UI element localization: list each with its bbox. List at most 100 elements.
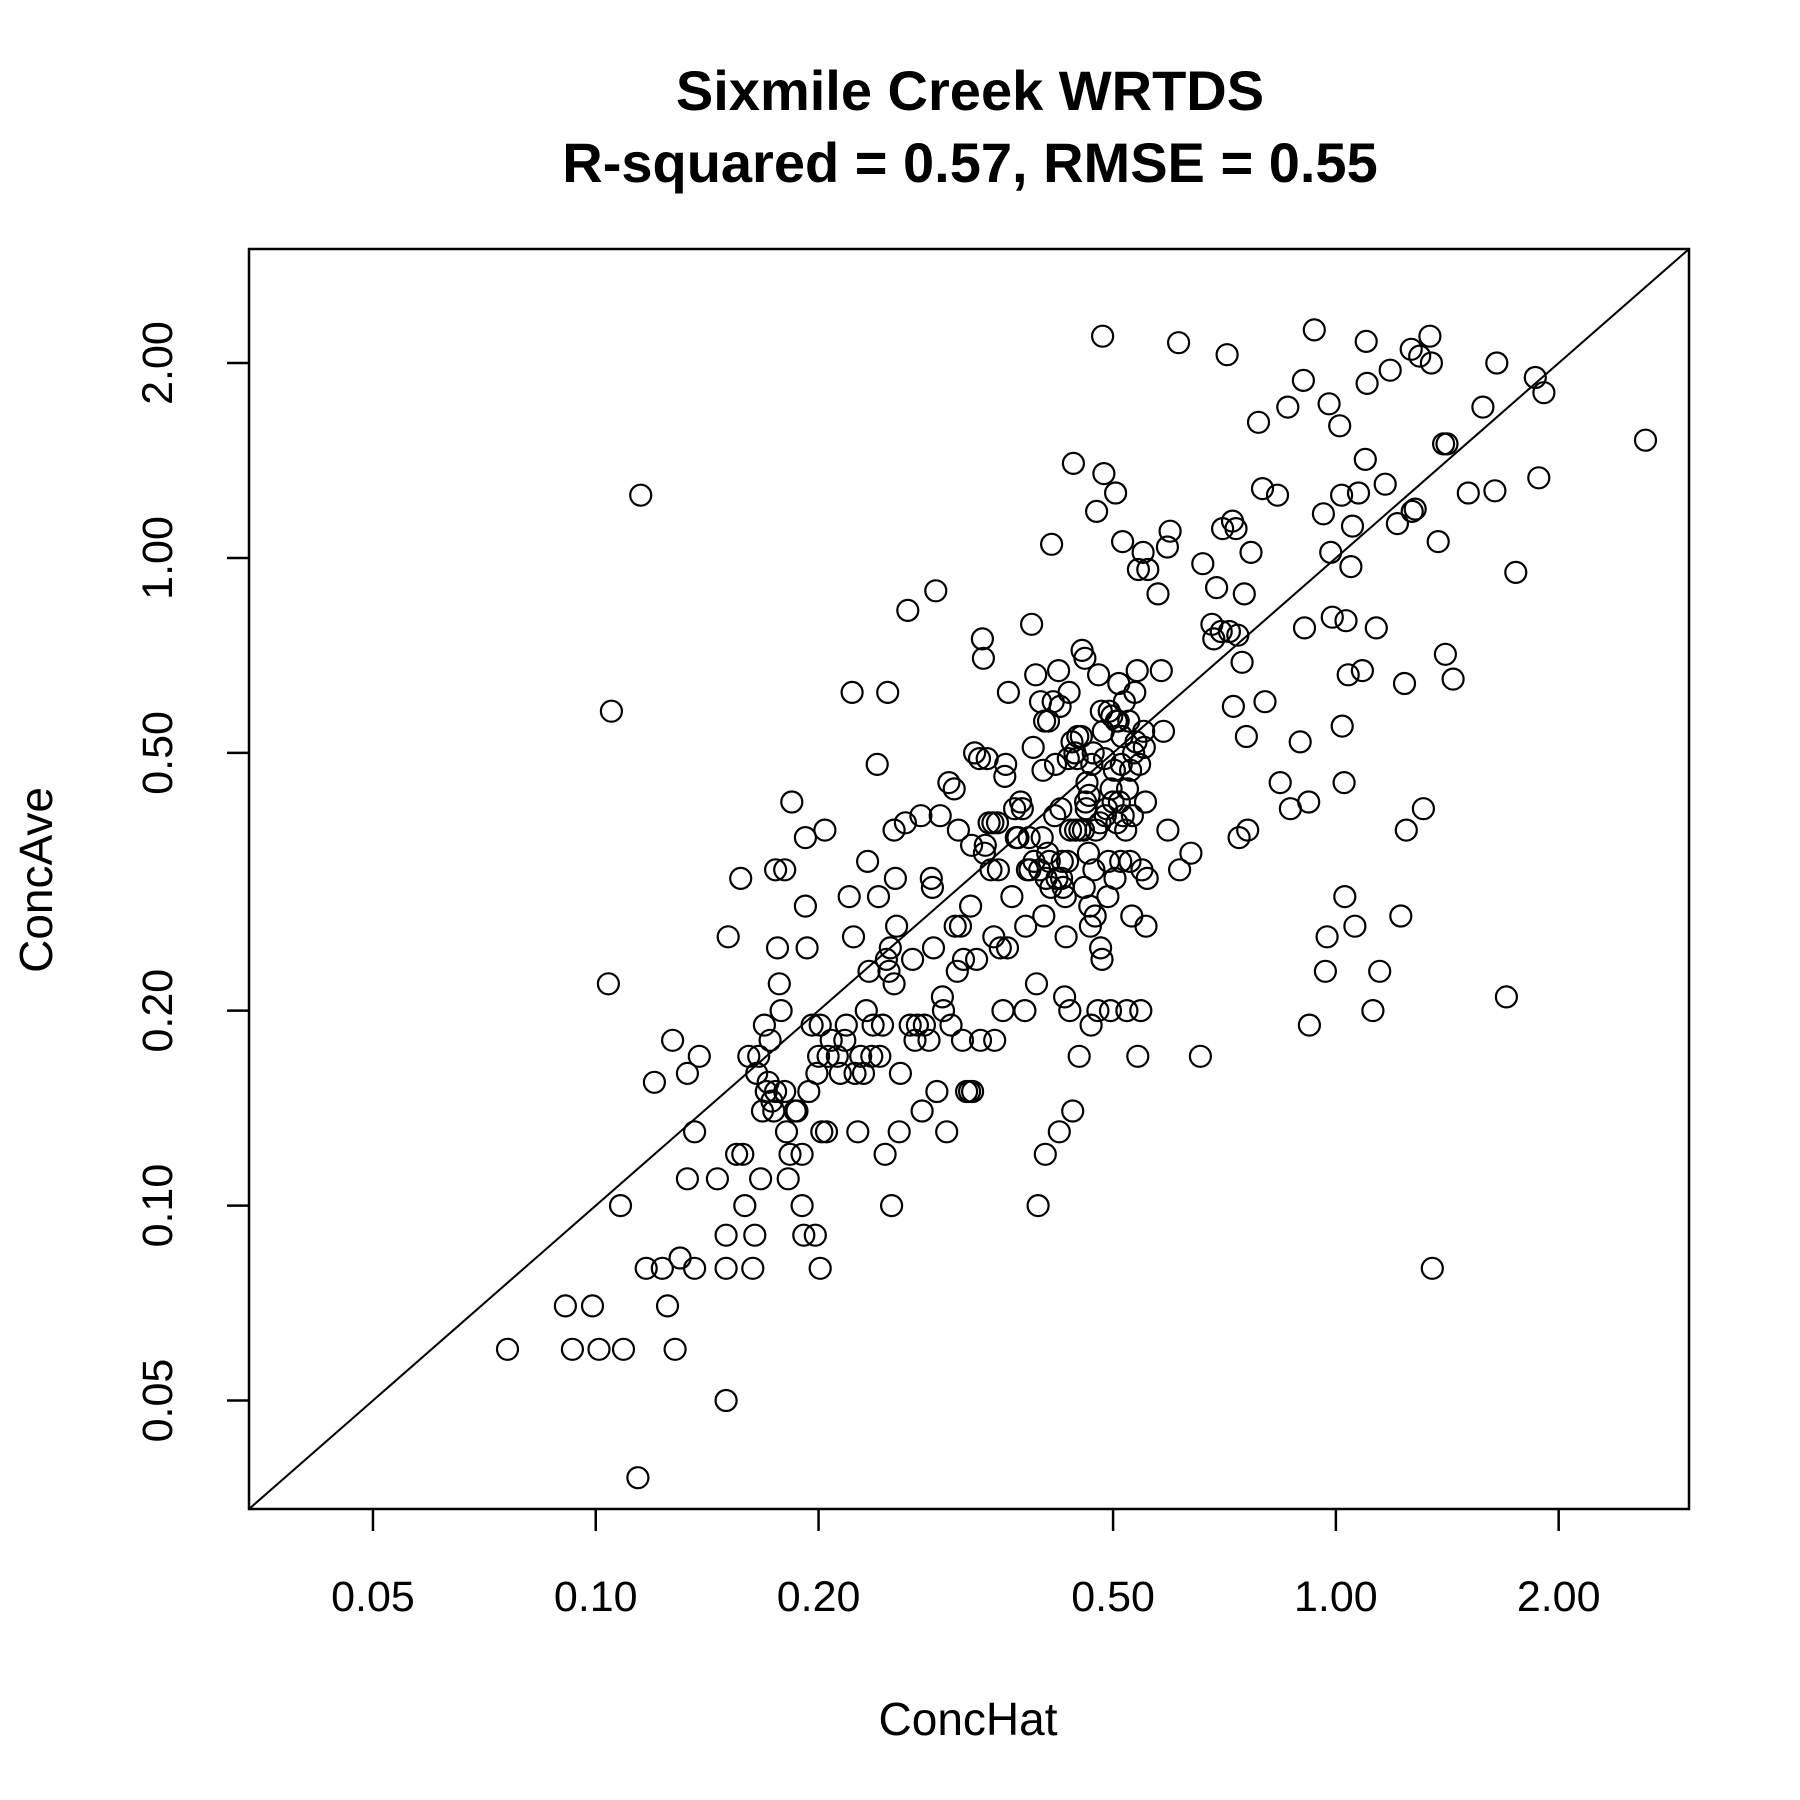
data-point bbox=[1167, 858, 1192, 882]
data-point bbox=[993, 764, 1017, 789]
data-point bbox=[1149, 658, 1173, 683]
data-point bbox=[841, 925, 866, 949]
data-point bbox=[1403, 497, 1427, 521]
data-point bbox=[882, 818, 906, 842]
data-point bbox=[642, 1070, 667, 1094]
data-point bbox=[1354, 329, 1378, 353]
data-point bbox=[837, 884, 861, 909]
data-point bbox=[971, 646, 996, 670]
data-point bbox=[1250, 477, 1275, 501]
data-point bbox=[714, 1223, 738, 1247]
data-point bbox=[1378, 358, 1402, 382]
data-point bbox=[946, 818, 971, 842]
data-point bbox=[967, 746, 992, 771]
y-tick-label: 2.00 bbox=[134, 321, 182, 405]
data-point bbox=[724, 1142, 749, 1166]
data-point bbox=[1061, 451, 1086, 475]
data-point bbox=[1441, 667, 1465, 691]
data-point bbox=[1043, 752, 1068, 777]
data-point bbox=[994, 752, 1018, 777]
data-point bbox=[1077, 783, 1101, 808]
data-point bbox=[1394, 818, 1418, 842]
data-point bbox=[959, 833, 984, 857]
data-point bbox=[1408, 344, 1432, 368]
data-point bbox=[1098, 998, 1123, 1023]
data-point bbox=[1265, 483, 1290, 507]
data-point bbox=[1083, 904, 1107, 928]
data-point bbox=[1102, 758, 1127, 782]
data-point bbox=[748, 1167, 773, 1191]
data-point bbox=[866, 884, 891, 909]
data-point bbox=[877, 959, 901, 983]
y-tick-label: 0.50 bbox=[134, 711, 182, 795]
data-point bbox=[1088, 811, 1112, 835]
data-point bbox=[741, 1256, 765, 1280]
data-point bbox=[1320, 605, 1344, 629]
data-point bbox=[1033, 1142, 1057, 1166]
data-point bbox=[1135, 866, 1159, 891]
data-point bbox=[1081, 741, 1105, 765]
data-point bbox=[900, 947, 925, 972]
data-point bbox=[985, 811, 1010, 835]
data-point bbox=[1110, 724, 1134, 749]
data-point bbox=[1456, 481, 1480, 505]
data-point bbox=[1253, 690, 1277, 714]
x-tick-label: 2.00 bbox=[1517, 1573, 1601, 1621]
chart-title: Sixmile Creek WRTDS bbox=[676, 59, 1264, 122]
data-point bbox=[495, 1337, 520, 1361]
data-point bbox=[1000, 884, 1024, 909]
data-point bbox=[716, 925, 740, 949]
data-point bbox=[599, 699, 624, 723]
data-point bbox=[1036, 841, 1060, 865]
data-point bbox=[805, 1061, 829, 1086]
data-point bbox=[1313, 959, 1338, 983]
data-point bbox=[834, 1013, 858, 1037]
data-point bbox=[973, 833, 997, 857]
data-point bbox=[1061, 1099, 1085, 1123]
data-point bbox=[1329, 483, 1354, 507]
data-point bbox=[795, 936, 819, 960]
data-point bbox=[1471, 395, 1495, 419]
data-point bbox=[1084, 499, 1109, 523]
data-point bbox=[1057, 680, 1081, 705]
data-point bbox=[905, 1013, 930, 1037]
data-point bbox=[1039, 532, 1064, 556]
data-point bbox=[983, 1028, 1007, 1052]
data-point bbox=[1010, 797, 1034, 821]
data-point bbox=[1056, 746, 1080, 771]
data-point bbox=[1111, 804, 1135, 828]
data-point bbox=[1146, 582, 1170, 606]
data-point bbox=[1209, 619, 1233, 644]
data-point bbox=[1032, 904, 1056, 928]
data-point bbox=[919, 866, 943, 891]
data-point bbox=[687, 1044, 711, 1068]
data-point bbox=[843, 1061, 867, 1086]
data-point bbox=[765, 936, 790, 960]
data-point bbox=[731, 1142, 755, 1166]
data-point bbox=[865, 752, 889, 777]
data-point bbox=[785, 1099, 809, 1123]
data-point bbox=[776, 1167, 800, 1191]
data-point bbox=[1132, 735, 1156, 760]
data-point bbox=[1058, 818, 1083, 842]
data-point bbox=[860, 1044, 884, 1068]
data-point bbox=[1399, 337, 1423, 361]
data-point bbox=[660, 1028, 685, 1052]
data-point bbox=[682, 1120, 707, 1144]
data-point bbox=[790, 1142, 814, 1166]
data-point bbox=[763, 1079, 788, 1104]
data-point bbox=[1392, 671, 1417, 696]
data-point bbox=[800, 1013, 824, 1037]
data-point bbox=[1115, 777, 1140, 801]
data-point bbox=[925, 1079, 949, 1104]
data-point bbox=[1368, 959, 1392, 983]
data-point bbox=[1131, 540, 1155, 565]
data-point bbox=[1075, 770, 1099, 795]
data-point bbox=[747, 1044, 771, 1068]
data-point bbox=[816, 1044, 840, 1068]
data-point bbox=[758, 1028, 782, 1052]
data-point bbox=[1364, 616, 1388, 640]
data-point bbox=[1086, 663, 1111, 687]
data-point bbox=[767, 972, 791, 996]
data-point bbox=[1125, 658, 1149, 683]
